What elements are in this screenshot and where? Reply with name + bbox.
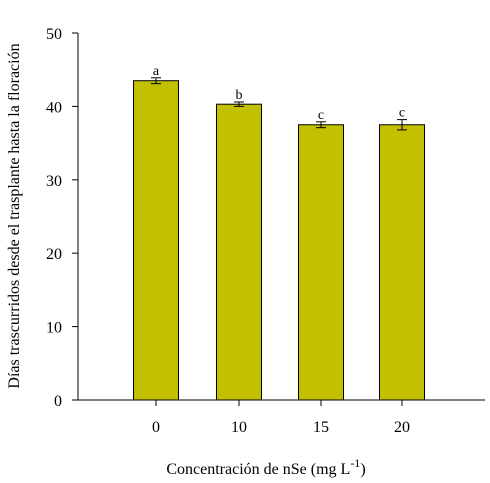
bars bbox=[133, 80, 425, 401]
y-tick-label: 40 bbox=[46, 99, 62, 116]
x-tick-label-0: 0 bbox=[152, 419, 160, 436]
significance-labels: a b c c bbox=[153, 64, 405, 123]
y-tick-label: 20 bbox=[46, 246, 62, 263]
x-tick-label-20: 20 bbox=[394, 419, 410, 436]
x-axis-title-superscript: -1 bbox=[350, 456, 360, 470]
x-axis-title-close: ) bbox=[360, 461, 365, 478]
x-ticks: 0 10 15 20 bbox=[152, 400, 410, 436]
y-tick-label: 10 bbox=[46, 320, 62, 337]
x-axis-title-main: Concentración de nSe (mg L bbox=[166, 461, 350, 478]
significance-label-20: c bbox=[399, 106, 405, 121]
y-ticks: 0 10 20 30 40 50 bbox=[46, 26, 78, 410]
x-tick-label-10: 10 bbox=[231, 419, 247, 436]
y-tick-label: 30 bbox=[46, 173, 62, 190]
error-bar-20 bbox=[397, 119, 407, 131]
bar-15 bbox=[298, 124, 344, 401]
x-tick-label-15: 15 bbox=[313, 419, 329, 436]
error-bars bbox=[151, 77, 407, 131]
y-axis-title: Días trascurridos desde el trasplante ha… bbox=[6, 43, 23, 388]
error-bar-10 bbox=[234, 101, 244, 107]
bar-0 bbox=[133, 80, 179, 401]
significance-label-0: a bbox=[153, 64, 160, 79]
bar-10 bbox=[216, 103, 262, 401]
x-axis-title: Concentración de nSe (mg L-1) bbox=[166, 456, 365, 478]
error-bar-0 bbox=[151, 77, 161, 85]
significance-label-10: b bbox=[236, 88, 243, 103]
bar-20 bbox=[379, 124, 425, 401]
y-tick-label: 0 bbox=[54, 393, 62, 410]
error-bar-15 bbox=[316, 121, 326, 129]
y-tick-label: 50 bbox=[46, 26, 62, 43]
significance-label-15: c bbox=[318, 108, 324, 123]
